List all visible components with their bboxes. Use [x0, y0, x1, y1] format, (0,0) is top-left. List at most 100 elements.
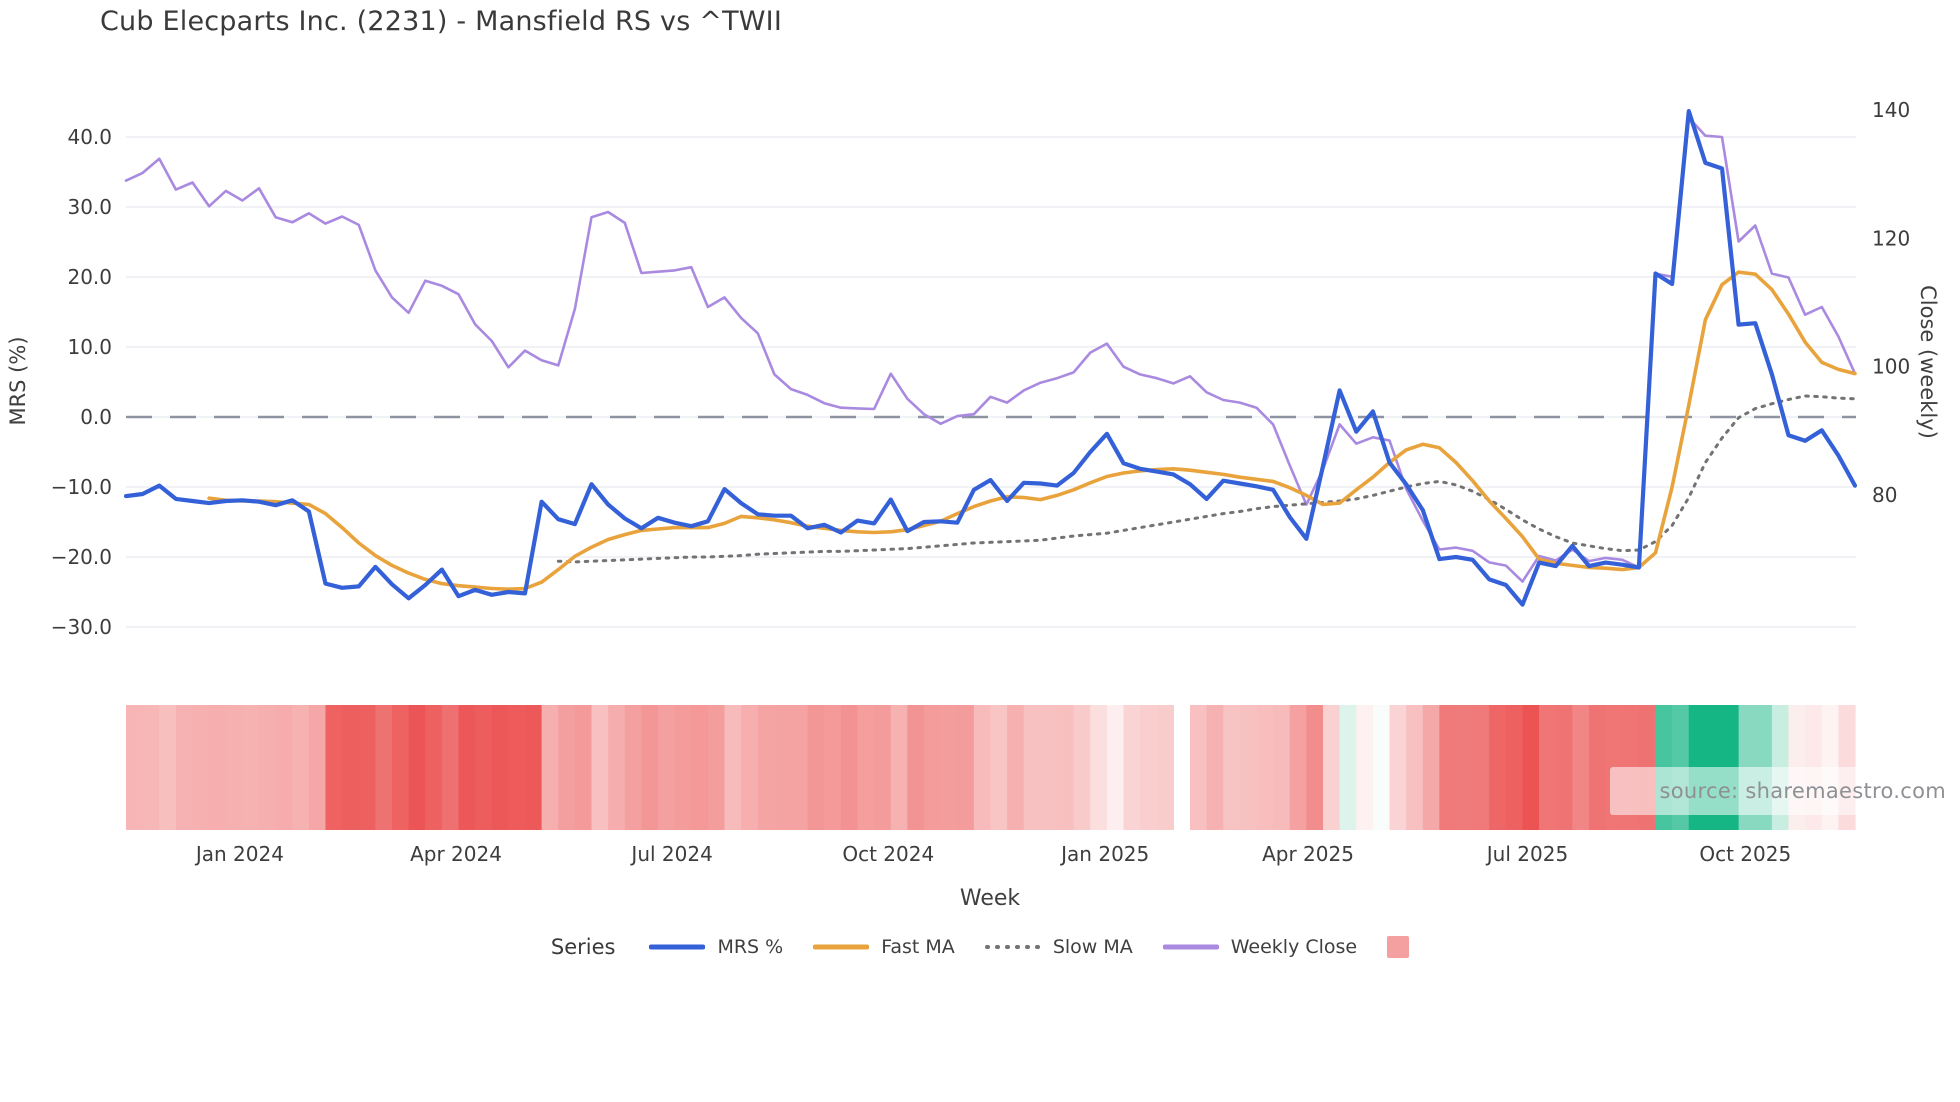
- legend-swatch-icon: [1387, 936, 1410, 958]
- heatmap-cell: [1106, 705, 1125, 830]
- left-axis-tick: −10.0: [51, 475, 112, 499]
- heatmap-cell: [425, 705, 443, 830]
- heatmap-cell: [1190, 705, 1208, 830]
- legend-item-mrs[interactable]: MRS %: [649, 936, 783, 958]
- heatmap-cell: [308, 705, 327, 830]
- heatmap-cell: [574, 705, 593, 830]
- heatmap-cell: [1156, 705, 1174, 830]
- legend-item-weekly-close[interactable]: Weekly Close: [1162, 936, 1357, 958]
- left-axis-tick: −20.0: [51, 545, 112, 569]
- heatmap-cell: [591, 705, 609, 830]
- heatmap-cell: [774, 705, 792, 830]
- heatmap-cell: [1339, 705, 1357, 830]
- legend-swatch-icon: [813, 944, 870, 950]
- heatmap-cell: [658, 705, 676, 830]
- legend: Series MRS % Fast MA Slow MA Weekly Close: [0, 924, 1960, 970]
- heatmap-cell: [475, 705, 493, 830]
- heatmap-cell: [973, 705, 992, 830]
- left-axis-tick: 0.0: [80, 405, 112, 429]
- heatmap-cell: [342, 705, 360, 830]
- heatmap-cell: [1023, 705, 1041, 830]
- heatmap-cell: [1239, 705, 1258, 830]
- heatmap-cell: [225, 705, 243, 830]
- left-axis-tick: 10.0: [67, 335, 112, 359]
- heatmap-cell: [1090, 705, 1108, 830]
- heatmap-cell: [957, 705, 975, 830]
- x-axis-tick: Oct 2024: [842, 842, 934, 866]
- heatmap-cell: [724, 705, 742, 830]
- heatmap-cell: [907, 705, 925, 830]
- legend-item-heatmap[interactable]: [1387, 936, 1410, 958]
- heatmap-cell: [491, 705, 509, 830]
- x-axis-tick: Jul 2024: [629, 842, 712, 866]
- right-axis-title: Close (weekly): [1916, 285, 1940, 439]
- heatmap-cell: [508, 705, 526, 830]
- heatmap-cell: [1439, 705, 1457, 830]
- legend-swatch-icon: [1162, 944, 1219, 950]
- right-axis-tick: 100: [1872, 355, 1910, 379]
- heatmap-cell: [192, 705, 210, 830]
- heatmap-cell: [807, 705, 825, 830]
- heatmap-cell: [375, 705, 393, 830]
- heatmap-cell: [990, 705, 1008, 830]
- heatmap-cell: [1289, 705, 1307, 830]
- heatmap-cell: [441, 705, 460, 830]
- x-axis-tick: Apr 2024: [410, 842, 502, 866]
- heatmap-cell: [126, 705, 144, 830]
- heatmap-cell: [1356, 705, 1374, 830]
- x-axis-tick: Jan 2024: [194, 842, 284, 866]
- heatmap-cell: [1206, 705, 1224, 830]
- series-line-weekly-close: [124, 116, 1857, 583]
- heatmap-cell: [824, 705, 842, 830]
- x-axis-tick: Jan 2025: [1059, 842, 1149, 866]
- heatmap-cell: [558, 705, 576, 830]
- legend-item-slow-ma[interactable]: Slow MA: [984, 936, 1133, 958]
- heatmap-cell: [674, 705, 692, 830]
- heatmap-cell: [840, 705, 859, 830]
- left-axis-tick: 40.0: [67, 125, 112, 149]
- heatmap-cell: [608, 705, 626, 830]
- legend-label: Fast MA: [881, 936, 955, 958]
- heatmap-cell: [242, 705, 260, 830]
- left-axis-title: MRS (%): [6, 336, 30, 426]
- heatmap-cell: [1223, 705, 1241, 830]
- heatmap-cell: [890, 705, 908, 830]
- heatmap-cell: [857, 705, 875, 830]
- legend-item-fast-ma[interactable]: Fast MA: [813, 936, 955, 958]
- x-axis-title: Week: [959, 886, 1021, 911]
- heatmap-cell: [707, 705, 726, 830]
- heatmap-cell: [874, 705, 892, 830]
- heatmap-cell: [1073, 705, 1091, 830]
- right-axis-tick: 140: [1872, 98, 1910, 122]
- heatmap-cell: [924, 705, 942, 830]
- heatmap-cell: [1040, 705, 1058, 830]
- series-line-mrs-: [123, 109, 1858, 607]
- heatmap-cell: [1505, 705, 1524, 830]
- legend-label: Slow MA: [1052, 936, 1133, 958]
- heatmap-cell: [1406, 705, 1424, 830]
- heatmap-cell: [1589, 705, 1607, 830]
- heatmap-cell: [1306, 705, 1324, 830]
- heatmap-cell: [259, 705, 277, 830]
- heatmap-cell: [175, 705, 194, 830]
- heatmap-cell: [1007, 705, 1025, 830]
- heatmap-cell: [1057, 705, 1075, 830]
- heatmap-cell: [1522, 705, 1540, 830]
- heatmap-cell: [541, 705, 559, 830]
- heatmap-cell: [624, 705, 642, 830]
- heatmap-cell: [159, 705, 177, 830]
- heatmap-cell: [209, 705, 227, 830]
- heatmap-cell: [275, 705, 293, 830]
- heatmap-cell: [1273, 705, 1291, 830]
- heatmap-cell: [1256, 705, 1274, 830]
- left-axis-tick: 30.0: [67, 195, 112, 219]
- heatmap-cell: [741, 705, 759, 830]
- left-axis-tick: 20.0: [67, 265, 112, 289]
- heatmap-cell: [1323, 705, 1341, 830]
- heatmap-cell: [1489, 705, 1507, 830]
- chart-title: Cub Elecparts Inc. (2231) - Mansfield RS…: [100, 6, 783, 37]
- heatmap-cell: [1539, 705, 1557, 830]
- watermark: source: sharemaestro.com: [1610, 767, 1952, 815]
- heatmap-cell: [1572, 705, 1590, 830]
